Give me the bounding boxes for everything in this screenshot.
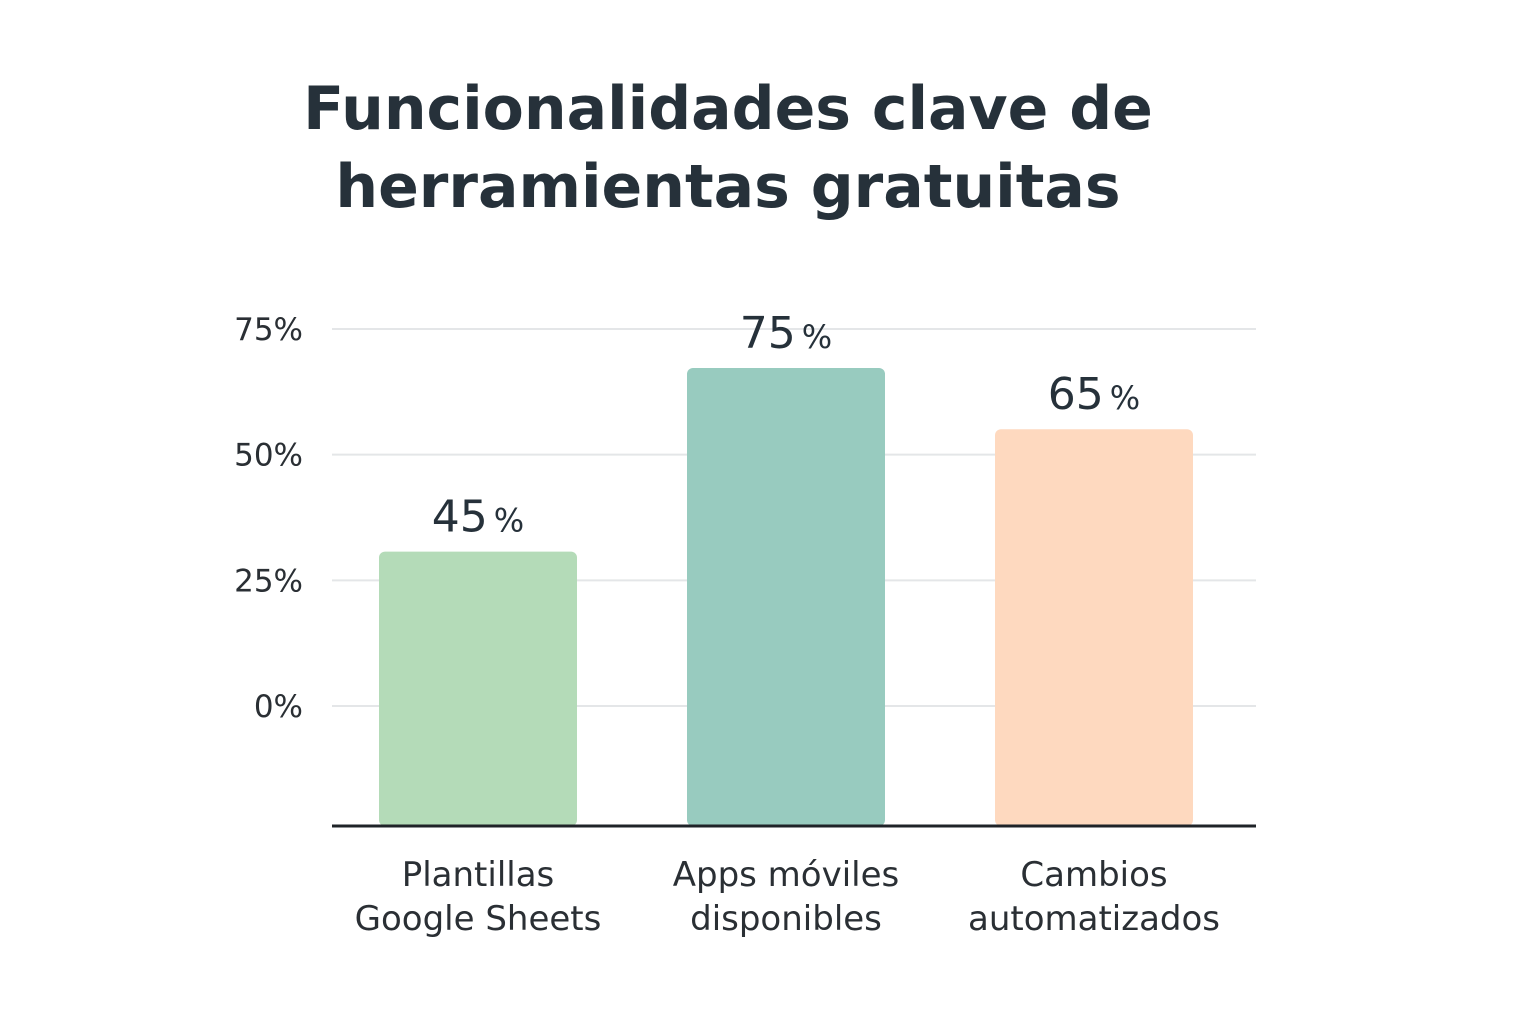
data-label-value: 75 <box>740 308 796 359</box>
bar <box>687 368 885 826</box>
chart-title-line-1: Funcionalidades clave de <box>303 74 1153 144</box>
x-tick-label: Cambios <box>1020 855 1167 895</box>
y-tick-label: 75% <box>234 312 303 348</box>
bars <box>379 368 1193 826</box>
x-tick-label: Google Sheets <box>355 899 602 939</box>
bar <box>379 551 577 826</box>
y-tick-label: 25% <box>234 563 303 599</box>
value-labels: 45 %75 %65% <box>432 308 1140 543</box>
data-label: 45% <box>432 492 524 543</box>
data-label: 75% <box>740 308 832 359</box>
data-label-value: 45 <box>432 492 488 543</box>
x-tick-label: Apps móviles <box>673 855 900 895</box>
x-tick-label: automatizados <box>968 899 1220 939</box>
x-tick-label: disponibles <box>690 899 882 939</box>
y-axis-ticks: 0% 25% 50% 75% <box>234 312 303 725</box>
data-label-unit: % <box>494 502 524 540</box>
chart-title-line-2: herramientas gratuitas <box>335 152 1121 222</box>
y-tick-label: 0% <box>254 689 303 725</box>
data-label: 65% <box>1048 369 1140 420</box>
y-tick-label: 50% <box>234 438 303 474</box>
bar <box>995 429 1193 826</box>
data-label-unit: % <box>802 318 832 356</box>
x-tick-label: Plantillas <box>402 855 555 895</box>
chart-title: Funcionalidades clave de herramientas gr… <box>0 70 1456 226</box>
data-label-value: 65 <box>1048 369 1104 420</box>
data-label-unit: % <box>1110 379 1140 417</box>
